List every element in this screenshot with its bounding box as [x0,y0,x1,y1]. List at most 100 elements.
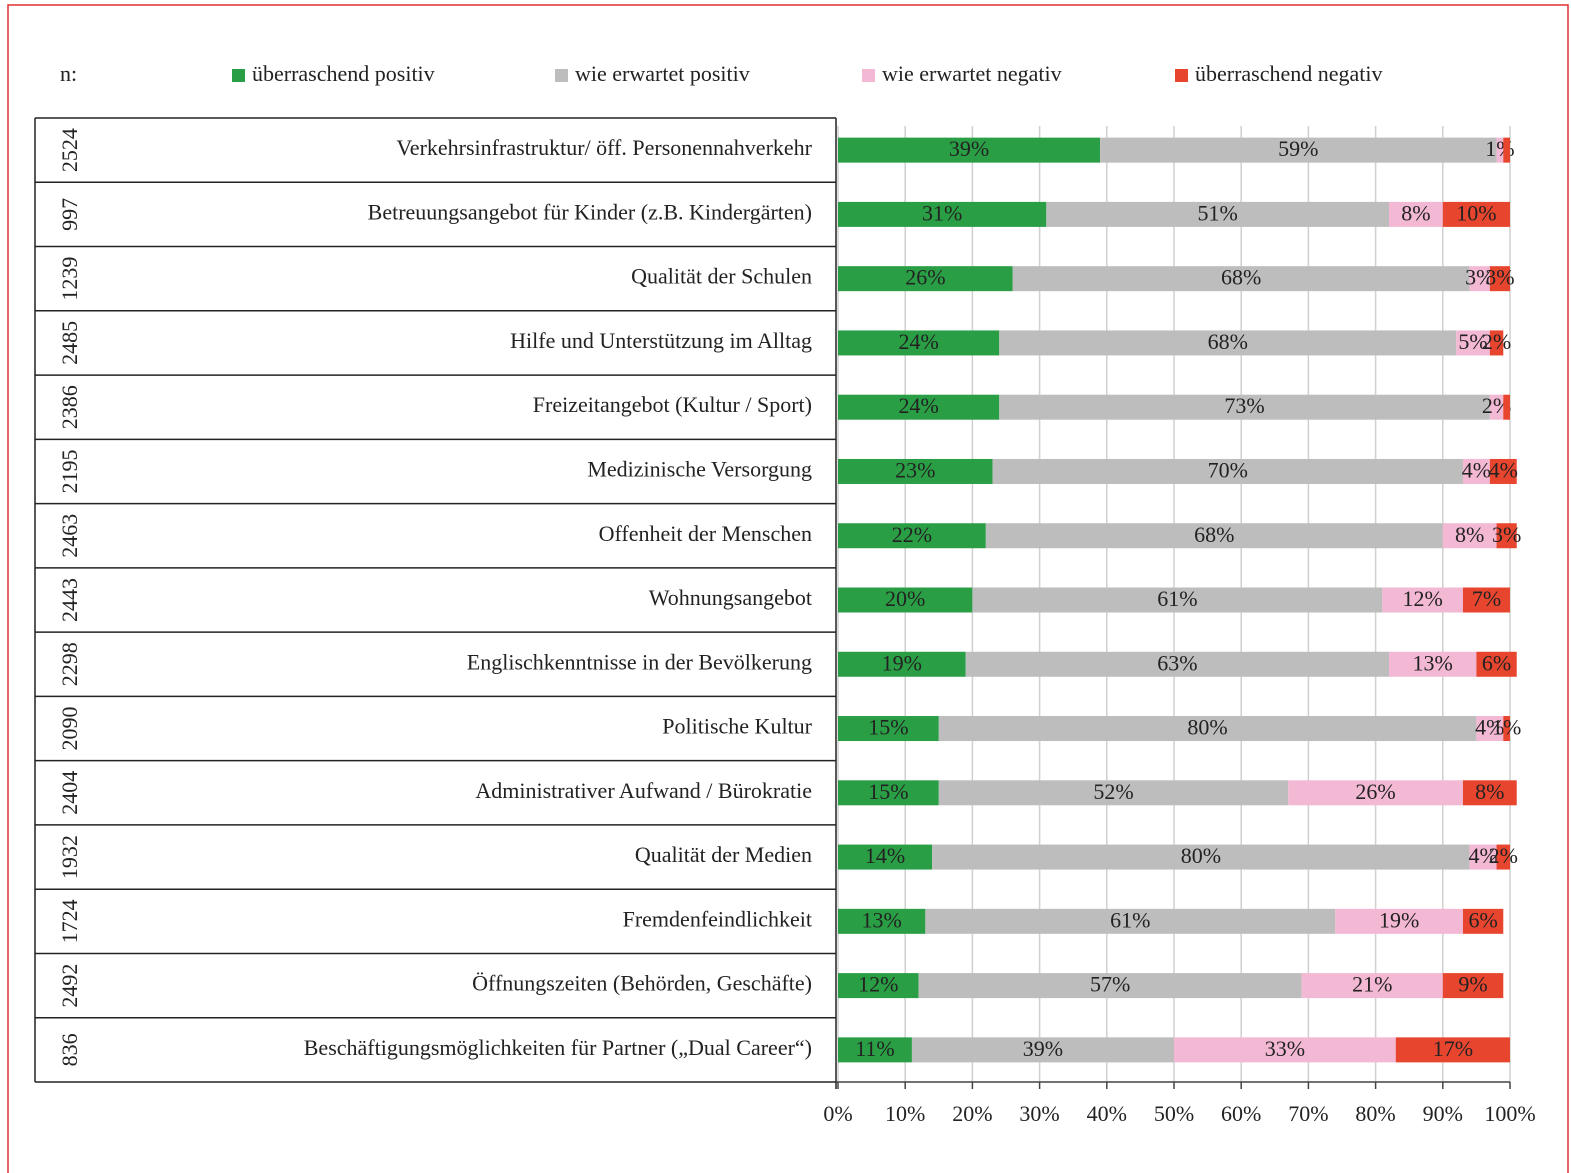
bar-segment [1382,587,1463,613]
bar-segment [999,394,1490,420]
category-label: Wohnungsangebot [649,585,812,610]
x-tick-label: 40% [1087,1101,1127,1126]
bar-segment [838,587,973,613]
bar-segment [1442,201,1510,227]
bar-segment [1496,844,1510,870]
value-label: 19% [882,650,922,675]
x-tick-label: 20% [952,1101,992,1126]
n-header: n: [60,61,77,86]
bar-segment [1503,394,1510,420]
bar-segment [1503,137,1510,163]
n-value: 2386 [57,385,82,429]
n-value: 836 [57,1033,82,1066]
category-label: Fremdenfeindlichkeit [623,906,812,931]
value-label: 26% [905,265,945,290]
bar-segment [938,716,1477,742]
n-value: 2524 [57,128,82,172]
value-label: 4% [1475,715,1504,740]
value-label: 22% [892,522,932,547]
value-label: 80% [1181,843,1221,868]
value-label: 59% [1278,136,1318,161]
bar-segment [838,458,993,484]
value-label: 20% [885,586,925,611]
bar-segment [1046,201,1390,227]
bar-segment [1476,716,1504,742]
bar-segment [1462,587,1510,613]
value-label: 5% [1458,329,1487,354]
bar-segment [1301,973,1443,999]
bar-segment [1288,780,1463,806]
value-label: 68% [1208,329,1248,354]
n-value: 2485 [57,321,82,365]
value-label: 6% [1468,907,1497,932]
legend-label: überraschend positiv [252,61,435,86]
n-value: 2463 [57,514,82,558]
value-label: 13% [1413,650,1453,675]
category-label: Offenheit der Menschen [599,521,812,546]
value-label: 15% [868,715,908,740]
bar-segment [1456,330,1490,356]
legend-label: überraschend negativ [1195,61,1383,86]
value-label: 12% [858,972,898,997]
bar-segment [1496,137,1504,163]
bar-segment [1442,973,1504,999]
value-label: 2% [1482,329,1511,354]
n-value: 1724 [57,899,82,943]
value-label: 39% [949,136,989,161]
x-tick-label: 30% [1019,1101,1059,1126]
value-label: 61% [1110,907,1150,932]
bar-segment [1489,266,1510,292]
bar-segment [838,137,1101,163]
category-label: Medizinische Versorgung [587,457,812,482]
value-label: 24% [898,329,938,354]
bar-segment [838,266,1013,292]
x-tick-label: 90% [1423,1101,1463,1126]
bar-segment [838,716,939,742]
category-label: Betreuungsangebot für Kinder (z.B. Kinde… [368,199,812,224]
bar-segment [1012,266,1470,292]
bar-segment [1174,1037,1396,1063]
bar-segment [838,908,926,934]
value-label: 8% [1455,522,1484,547]
value-label: 12% [1402,586,1442,611]
legend-swatch [232,69,245,82]
value-label: 23% [895,458,935,483]
value-label: 61% [1157,586,1197,611]
bar-segment [838,844,933,870]
bar-segment [1476,651,1517,677]
value-label: 8% [1401,200,1430,225]
value-label: 14% [865,843,905,868]
bar-segment [992,458,1463,484]
x-tick-label: 70% [1288,1101,1328,1126]
bar-segment [838,973,919,999]
x-tick-label: 60% [1221,1101,1261,1126]
bar-segment [1335,908,1463,934]
value-label: 68% [1194,522,1234,547]
legend-swatch [1175,69,1188,82]
n-value: 2404 [57,771,82,815]
n-value: 2492 [57,964,82,1008]
category-label: Hilfe und Unterstützung im Alltag [510,328,812,353]
value-label: 70% [1208,458,1248,483]
n-value: 997 [57,198,82,231]
n-value: 2298 [57,642,82,686]
value-label: 3% [1465,265,1494,290]
bar-segment [1389,201,1443,227]
x-tick-label: 0% [823,1101,852,1126]
bar-segment [925,908,1336,934]
bar-segment [932,844,1470,870]
value-label: 7% [1472,586,1501,611]
n-value: 2195 [57,449,82,493]
value-label: 80% [1187,715,1227,740]
frame [7,4,1569,1173]
bar-segment [838,1037,912,1063]
bar-segment [838,523,986,549]
value-label: 31% [922,200,962,225]
bar-segment [918,973,1302,999]
bar-segment [972,587,1383,613]
bar-segment [1469,844,1497,870]
category-label: Beschäftigungsmöglichkeiten für Partner … [304,1035,812,1060]
value-label: 68% [1221,265,1261,290]
